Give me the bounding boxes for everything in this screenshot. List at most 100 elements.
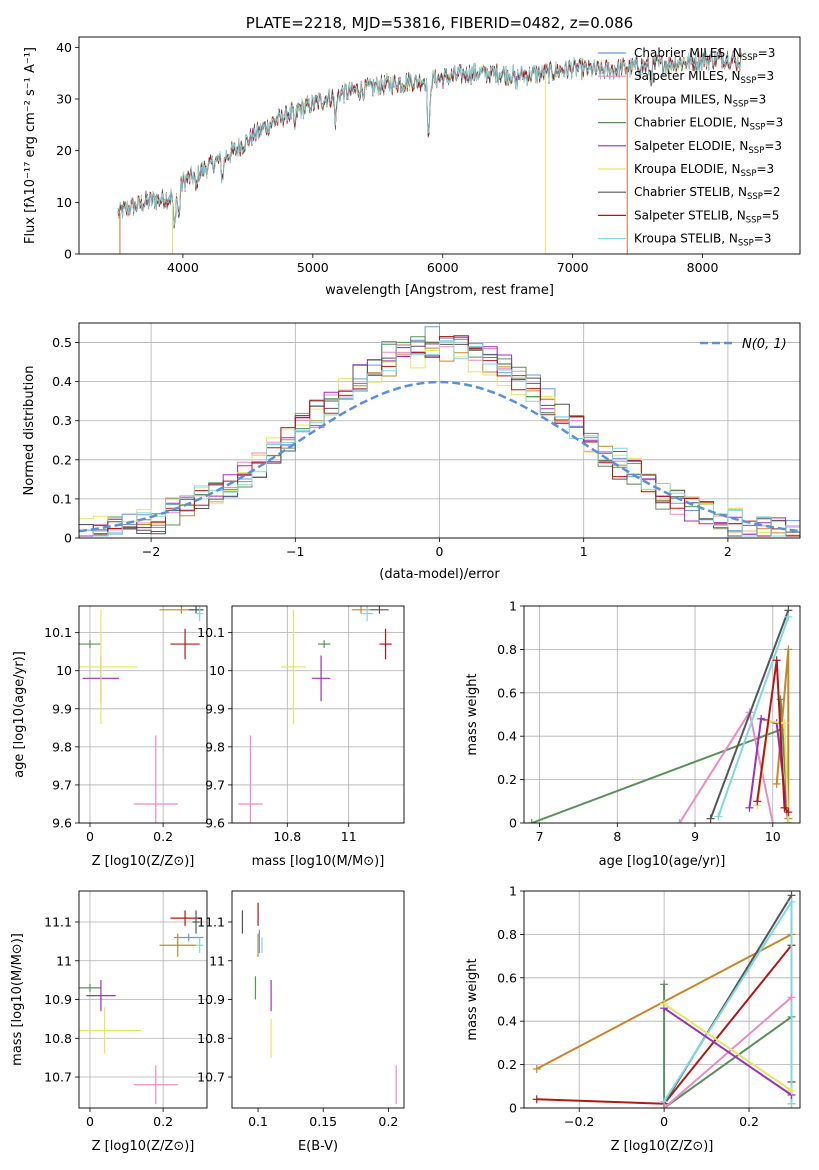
x-axis-label: Z [log10(Z/Z⊙)] bbox=[92, 1139, 195, 1154]
y-axis-label: mass weight bbox=[465, 958, 480, 1040]
y-tick-label: 9.8 bbox=[205, 739, 225, 754]
axes-frame bbox=[523, 890, 801, 1109]
panel-weight-vs-Z: −0.2 0 0.2 0 0.2 0.4 0.6 0.8 1 Z [log10(Z/Z⊙)] mas… bbox=[465, 884, 801, 1154]
x-axis-label: (data-model)/error bbox=[379, 567, 500, 582]
x-tick-label: 0.15 bbox=[309, 1114, 337, 1129]
y-tick-label: 10.8 bbox=[44, 1031, 72, 1046]
legend-entry: Salpeter MILES, NSSP=3 bbox=[634, 69, 774, 86]
axes-frame bbox=[78, 605, 208, 824]
errorbar-point bbox=[238, 735, 263, 823]
panel-mass-vs-Z: 0 0.2 10.7 10.8 10.9 11 11.1 Z [log10(Z/Z⊙)] mas… bbox=[10, 890, 208, 1154]
y-tick-label: 10.9 bbox=[44, 992, 72, 1007]
errorbar-point bbox=[79, 640, 101, 648]
legend: Chabrier MILES, NSSP=3 Salpeter MILES, NS… bbox=[598, 46, 783, 249]
residual-histogram bbox=[79, 340, 800, 537]
y-tick-label: 10 bbox=[209, 663, 225, 678]
x-tick-label: −0.2 bbox=[564, 1114, 594, 1129]
legend-entry: Kroupa STELIB, NSSP=3 bbox=[634, 232, 772, 249]
x-tick-label: 10 bbox=[765, 829, 781, 844]
x-tick-label: 0 bbox=[86, 829, 94, 844]
axes-frame bbox=[231, 605, 405, 824]
errorbar-point bbox=[196, 606, 204, 622]
x-tick-label: 8000 bbox=[687, 260, 719, 275]
panel-weight-vs-age: 7 8 9 10 0 0.2 0.4 0.6 0.8 1 age [log10(age/yr)] ma… bbox=[465, 599, 801, 869]
errorbar-point bbox=[174, 933, 204, 942]
weight-series-line bbox=[717, 616, 790, 817]
spectrum-series-line bbox=[117, 51, 742, 226]
y-tick-label: 11 bbox=[209, 953, 225, 968]
y-tick-label: 0.4 bbox=[497, 1014, 517, 1029]
panel-residuals: −2 −1 0 1 2 0 0.1 0.2 0.3 0.4 0.5 (data-model)/erro… bbox=[22, 322, 801, 582]
panel-mass-vs-EBV: 0.1 0.15 0.2 10.7 10.8 10.9 11 11.1 E(B-V) bbox=[197, 890, 405, 1154]
y-tick-label: 0.8 bbox=[497, 642, 517, 657]
errorbar-point bbox=[379, 628, 392, 660]
errorbar-point bbox=[79, 984, 101, 992]
y-tick-label: 11 bbox=[56, 953, 72, 968]
errorbar-point bbox=[133, 1065, 178, 1105]
x-tick-label: 0.1 bbox=[248, 1114, 268, 1129]
legend-entry: Kroupa ELODIE, NSSP=3 bbox=[634, 162, 774, 179]
panel-age-vs-mass: 10.8 11 9.6 9.7 9.8 9.9 10 10.1 mass [log10(M/M⊙… bbox=[197, 605, 405, 869]
plot-area bbox=[238, 606, 392, 823]
y-tick-label: 10.7 bbox=[44, 1070, 72, 1085]
y-tick-label: 11.1 bbox=[44, 915, 72, 930]
y-tick-label: 9.6 bbox=[205, 816, 225, 831]
errorbar-point bbox=[133, 735, 178, 823]
x-tick-label: 9 bbox=[691, 829, 699, 844]
plot-area bbox=[79, 910, 204, 1105]
y-tick-label: 0.3 bbox=[52, 413, 72, 428]
x-axis-label: Z [log10(Z/Z⊙)] bbox=[92, 854, 195, 869]
y-tick-label: 1 bbox=[509, 884, 517, 899]
x-tick-label: 11 bbox=[341, 829, 357, 844]
chart-title: PLATE=2218, MJD=53816, FIBERID=0482, z=0… bbox=[246, 14, 633, 32]
legend-entry: Salpeter STELIB, NSSP=5 bbox=[634, 208, 779, 225]
axes-frame bbox=[78, 36, 801, 255]
y-tick-label: 0.5 bbox=[52, 335, 72, 350]
legend-entry: Chabrier STELIB, NSSP=2 bbox=[634, 185, 781, 202]
errorbar-point bbox=[188, 606, 204, 614]
errorbar-point bbox=[170, 628, 200, 660]
y-tick-label: 30 bbox=[56, 92, 72, 107]
x-tick-label: 7 bbox=[536, 829, 544, 844]
weight-series-line bbox=[531, 699, 790, 823]
y-tick-label: 10.9 bbox=[197, 992, 225, 1007]
plot-area bbox=[532, 891, 796, 1108]
y-tick-label: 10.1 bbox=[197, 625, 225, 640]
axes-frame bbox=[78, 322, 801, 539]
x-tick-label: 4000 bbox=[167, 260, 199, 275]
errorbar-point bbox=[192, 910, 200, 934]
y-tick-label: 0.4 bbox=[497, 729, 517, 744]
legend-entry: N(0, 1) bbox=[742, 337, 787, 352]
panel-spectrum: 4000 5000 6000 7000 8000 0 10 20 30 40 PLATE=2218,… bbox=[23, 14, 801, 298]
errorbar-point bbox=[311, 655, 331, 702]
x-tick-label: 1 bbox=[580, 544, 588, 559]
y-tick-label: 9.9 bbox=[52, 701, 72, 716]
x-tick-label: 0 bbox=[660, 1114, 668, 1129]
y-axis-label: age [log10(age/yr)] bbox=[12, 651, 27, 778]
x-tick-label: 6000 bbox=[427, 260, 459, 275]
x-axis-label: E(B-V) bbox=[298, 1139, 338, 1154]
y-tick-label: 10 bbox=[56, 195, 72, 210]
errorbar-point bbox=[196, 937, 204, 953]
plot-area bbox=[79, 606, 204, 823]
axes-frame bbox=[523, 605, 801, 824]
y-tick-label: 0.2 bbox=[52, 452, 72, 467]
y-tick-label: 11.1 bbox=[197, 915, 225, 930]
errorbar-point bbox=[170, 910, 200, 926]
y-tick-label: 0 bbox=[509, 1101, 517, 1116]
weight-series-line bbox=[663, 984, 793, 1108]
y-tick-label: 9.9 bbox=[205, 701, 225, 716]
legend-entry: Salpeter ELODIE, NSSP=3 bbox=[634, 139, 782, 156]
y-axis-label: mass [log10(M/M⊙)] bbox=[10, 933, 25, 1066]
legend-entry: Chabrier ELODIE, NSSP=3 bbox=[634, 116, 783, 133]
y-tick-label: 0.1 bbox=[52, 491, 72, 506]
weight-series-line bbox=[756, 660, 790, 813]
y-tick-label: 10.7 bbox=[197, 1070, 225, 1085]
x-axis-label: Z [log10(Z/Z⊙)] bbox=[611, 1139, 714, 1154]
y-tick-label: 0 bbox=[64, 531, 72, 546]
x-tick-label: 2 bbox=[724, 544, 732, 559]
plot-area bbox=[241, 902, 397, 1105]
y-tick-label: 9.7 bbox=[205, 777, 225, 792]
x-tick-label: 0.2 bbox=[739, 1114, 759, 1129]
plot-area bbox=[117, 48, 742, 254]
